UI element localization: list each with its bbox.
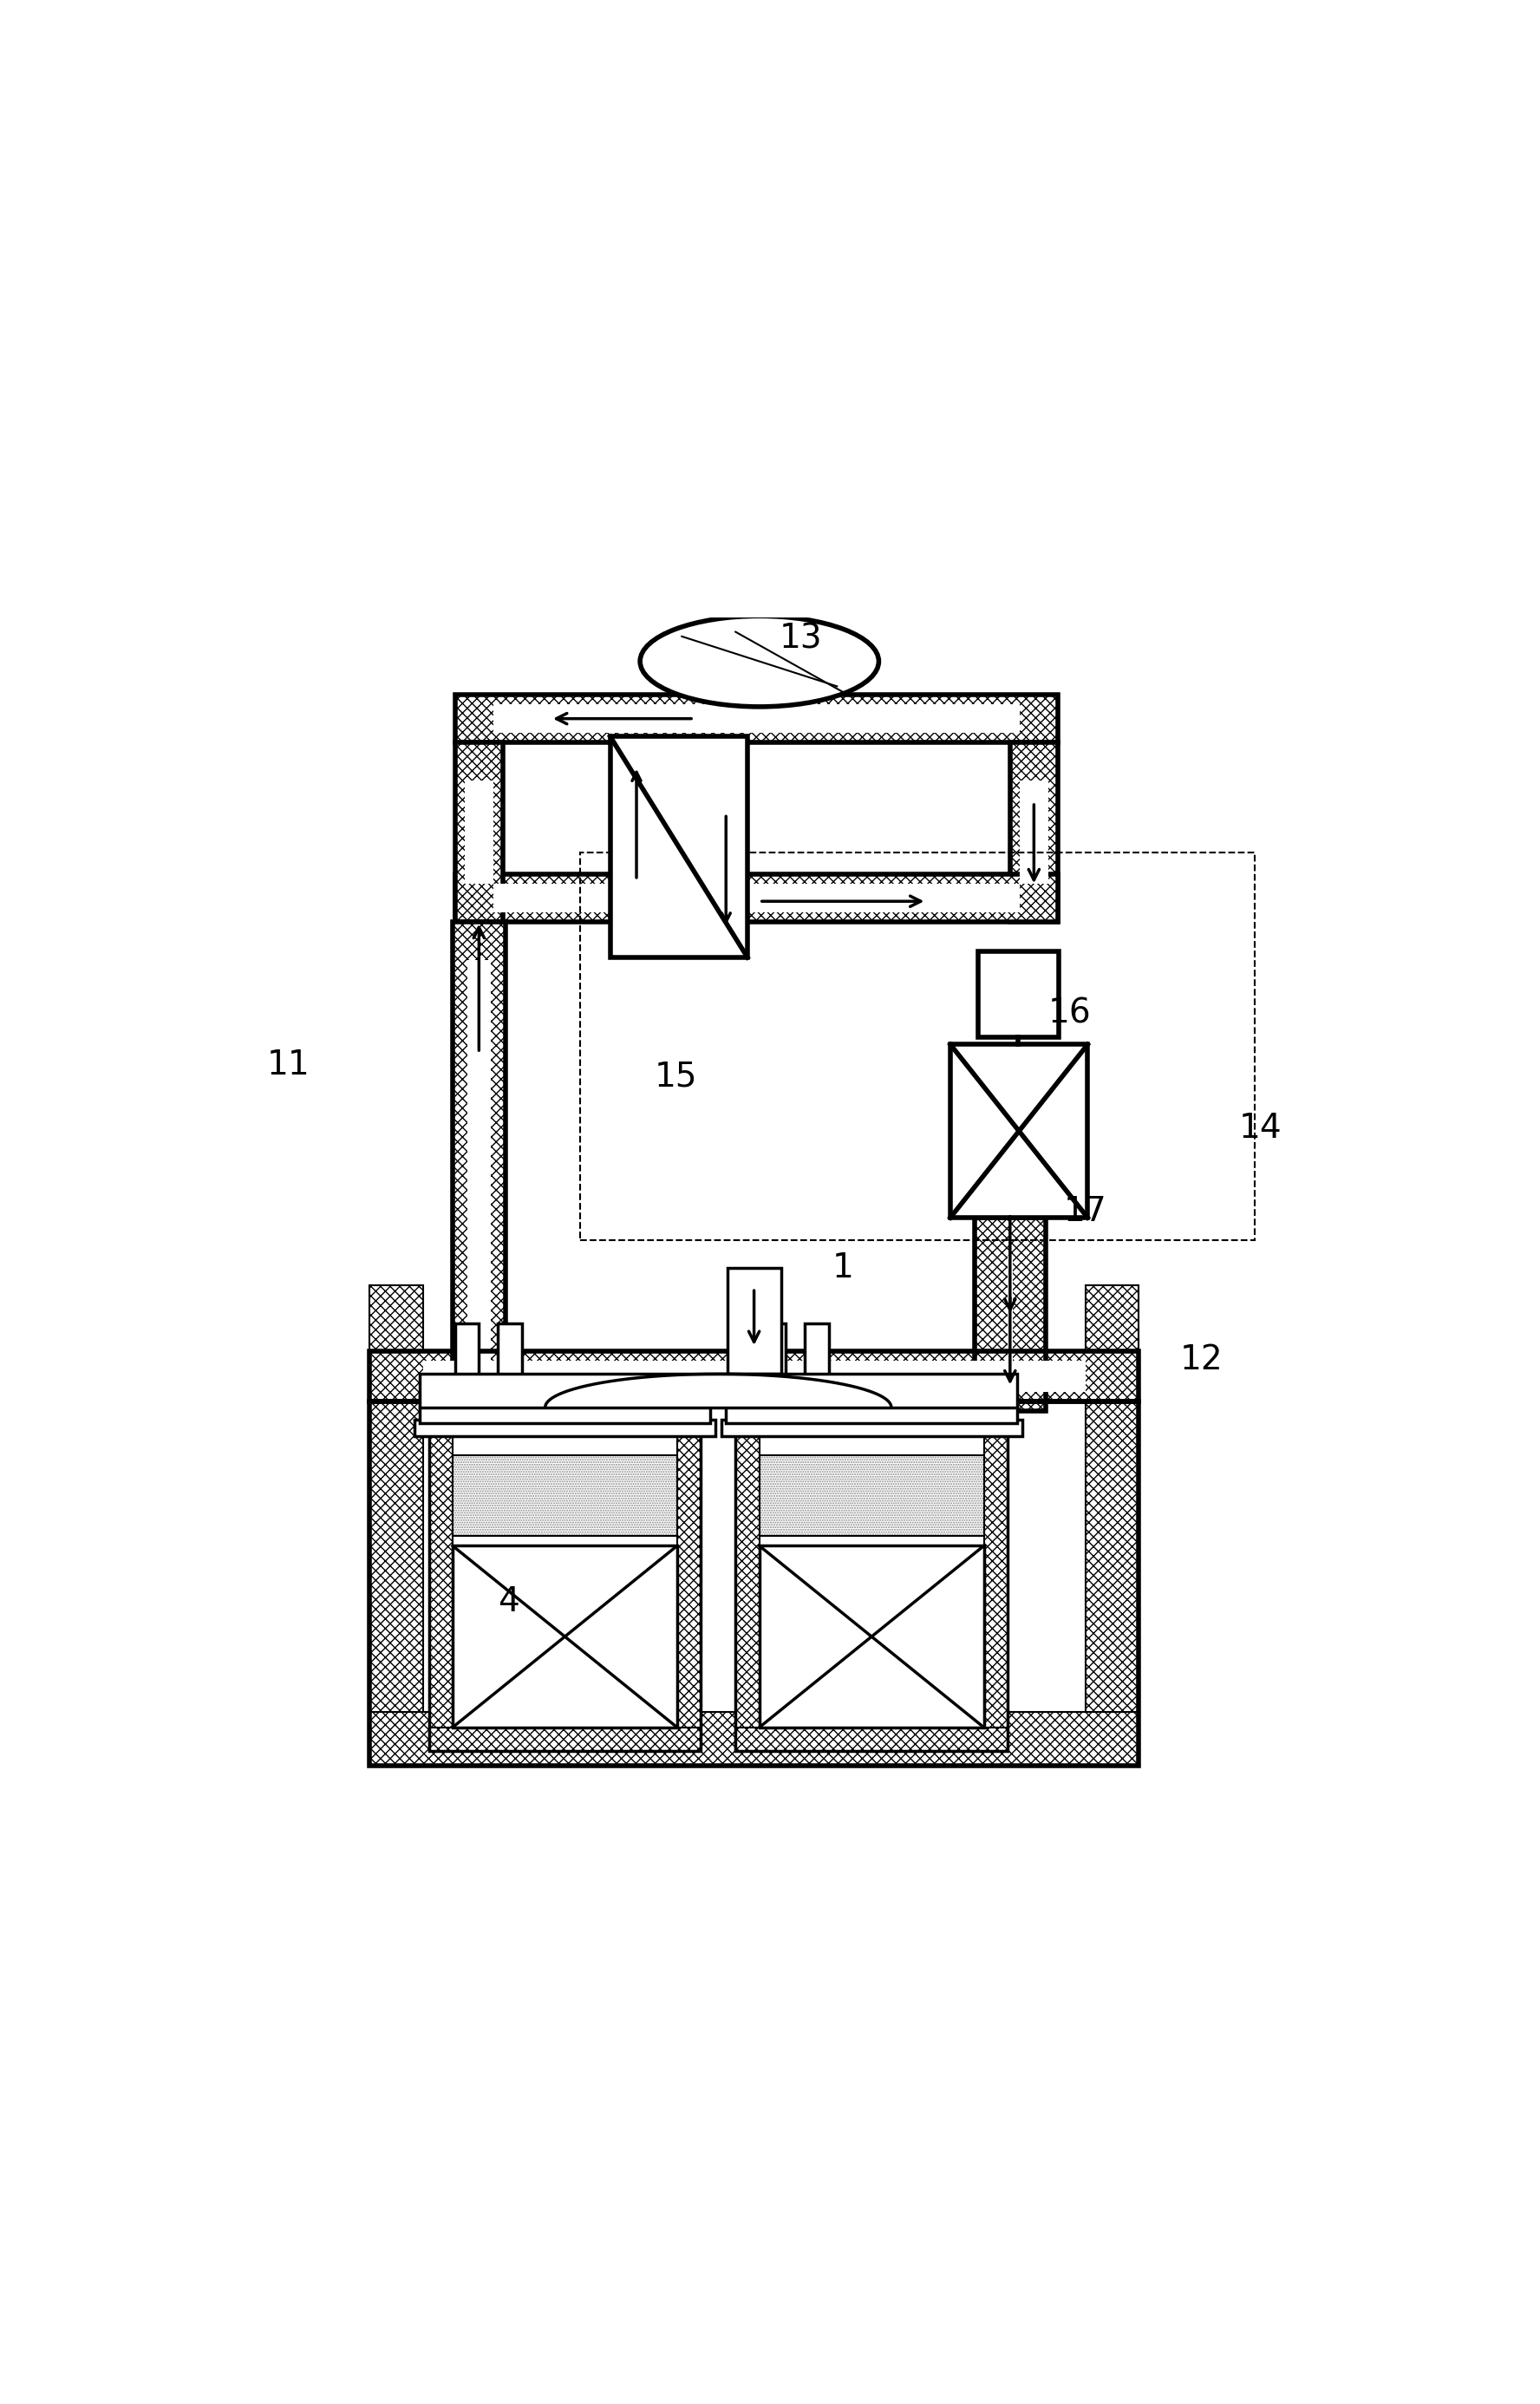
Bar [453,921,505,1411]
Bar [759,1454,984,1536]
Bar [456,1325,479,1421]
Bar [467,959,491,1373]
Bar [428,1728,701,1750]
Bar [1010,743,1058,921]
Ellipse shape [641,615,879,707]
Bar [497,1325,522,1421]
Bar [370,1402,424,1765]
Bar [984,1430,1007,1750]
Bar [581,853,1255,1240]
Text: 16: 16 [1049,998,1092,1029]
Bar [465,781,493,882]
Text: 12: 12 [1180,1344,1223,1375]
Bar [1010,743,1058,921]
Bar [419,1375,1018,1406]
Bar [759,1546,984,1728]
Bar [370,1286,424,1351]
Bar [453,1454,678,1536]
Bar [1086,1286,1140,1351]
Bar [1019,781,1049,882]
Bar [370,1402,424,1765]
Text: 15: 15 [654,1060,698,1094]
Bar [370,1351,1140,1402]
Bar [453,1546,678,1728]
Bar [370,1351,1140,1402]
Bar [759,1454,984,1536]
Bar [762,1325,785,1421]
Bar [456,873,1058,921]
Text: 4: 4 [497,1587,519,1618]
Bar [419,1397,710,1423]
Bar [975,1216,1046,1411]
Bar [428,1430,453,1750]
Bar [370,1286,424,1351]
Bar [975,1216,1046,1411]
Bar [456,695,1058,743]
Bar [736,1430,1007,1750]
Bar [424,1361,1086,1392]
Bar [453,1454,678,1536]
Bar [370,1402,1140,1765]
Bar [428,1430,701,1750]
Bar [456,695,1058,743]
Bar [727,1267,781,1375]
Bar [1086,1402,1140,1765]
Bar [736,1728,1007,1750]
Bar [950,1043,1087,1216]
Bar [456,743,502,921]
Bar [453,921,505,1411]
Bar [610,736,747,957]
Bar [370,1351,1140,1402]
Bar [493,704,1019,733]
Bar [370,1712,1140,1765]
Bar [456,743,502,921]
Bar [1007,1255,1012,1373]
Bar [370,1712,1140,1765]
Bar [805,1325,829,1421]
Bar [678,1430,701,1750]
Bar [1086,1402,1140,1765]
Bar [414,1418,715,1435]
Text: 14: 14 [1240,1111,1283,1144]
Text: 13: 13 [779,623,822,656]
Bar [736,1430,759,1750]
Bar [428,1728,701,1750]
Bar [678,1430,701,1750]
Bar [493,882,1019,911]
Text: 1: 1 [832,1250,853,1284]
Text: 17: 17 [1064,1195,1107,1228]
Text: 11: 11 [266,1048,310,1082]
Bar [736,1728,1007,1750]
Bar [1086,1286,1140,1351]
Bar [428,1430,453,1750]
Bar [736,1430,1007,1750]
Bar [725,1397,1018,1423]
Bar [736,1430,759,1750]
Bar [984,1430,1007,1750]
Bar [978,952,1060,1039]
Bar [370,1402,1140,1765]
Bar [721,1418,1023,1435]
Bar [428,1430,701,1750]
Bar [456,873,1058,921]
